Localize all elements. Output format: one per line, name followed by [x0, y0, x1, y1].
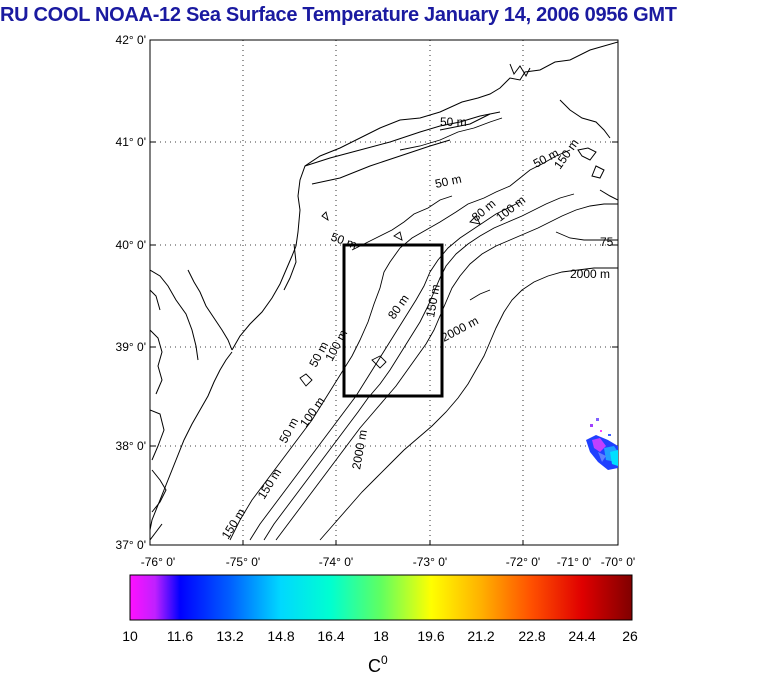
colorbar-tick: 21.2 — [467, 628, 494, 644]
contour-label-75: 75 — [600, 235, 614, 249]
colorbar-tick: 22.8 — [518, 628, 545, 644]
contour-label-2000m: 2000 m — [570, 267, 610, 281]
lon-label-71: -71° 0' — [557, 555, 591, 569]
lat-label-41: 41° 0' — [116, 135, 146, 149]
lon-label-76: -76° 0' — [141, 555, 175, 569]
colorbar-tick: 19.6 — [417, 628, 444, 644]
contour-label-2000m: 2000 m — [349, 429, 370, 471]
contour-label-50m: 50 m — [440, 115, 467, 129]
colorbar-tick-labels: 10 11.6 13.2 14.8 16.4 18 19.6 21.2 22.8… — [122, 628, 638, 644]
axis-ticks — [150, 141, 618, 545]
lon-label-74: -74° 0' — [319, 555, 353, 569]
colorbar-tick: 26 — [622, 628, 638, 644]
colorbar-tick: 11.6 — [167, 628, 193, 644]
lat-label-39: 39° 0' — [116, 340, 146, 354]
colorbar-tick: 14.8 — [267, 628, 294, 644]
graticule — [150, 40, 618, 545]
map-title: RU COOL NOAA-12 Sea Surface Temperature … — [0, 4, 677, 26]
coastline — [150, 41, 618, 541]
study-area-box — [342, 243, 444, 398]
lon-label-72: -72° 0' — [506, 555, 540, 569]
colorbar-unit: C0 — [368, 653, 388, 676]
sst-data-patch — [586, 418, 618, 470]
lat-label-42: 42° 0' — [116, 33, 146, 47]
colorbar-tick: 24.4 — [568, 628, 595, 644]
lon-label-75: -75° 0' — [226, 555, 260, 569]
lon-label-73: -73° 0' — [413, 555, 447, 569]
colorbar-unit-superscript: 0 — [381, 653, 388, 667]
contour-label-50m: 50 m — [434, 172, 463, 191]
colorbar — [129, 574, 633, 621]
colorbar-tick: 16.4 — [317, 628, 344, 644]
colorbar-tick: 10 — [122, 628, 138, 644]
map-frame — [149, 39, 619, 546]
lat-label-38: 38° 0' — [116, 439, 146, 453]
colorbar-tick: 13.2 — [216, 628, 243, 644]
contour-label-150m: 150 m — [423, 283, 443, 318]
colorbar-tick: 18 — [373, 628, 389, 644]
lon-label-70: -70° 0' — [601, 555, 635, 569]
bathymetry-contours — [229, 117, 618, 541]
lat-label-37: 37° 0' — [116, 538, 146, 552]
lat-label-40: 40° 0' — [116, 238, 146, 252]
